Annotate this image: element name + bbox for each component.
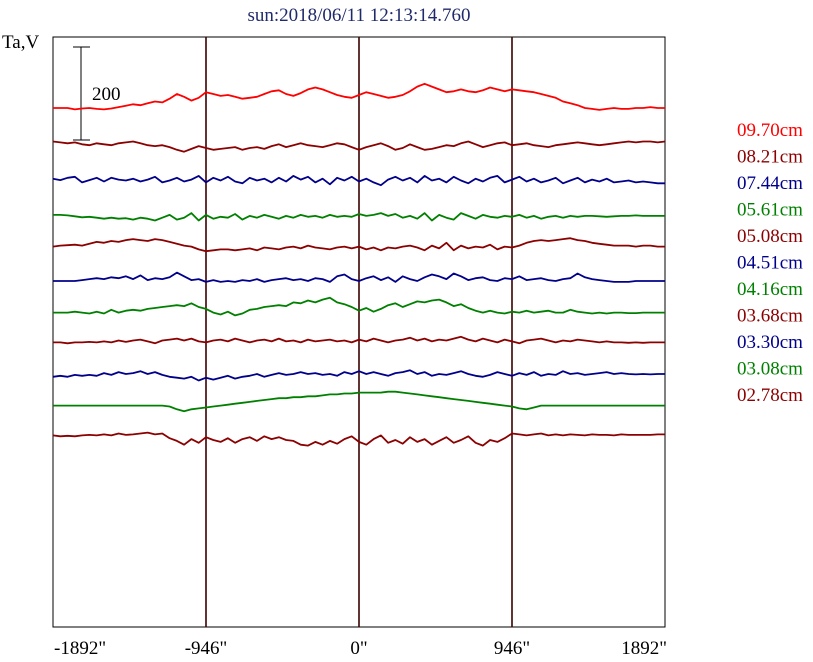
scale-bar-label: 200 (92, 84, 121, 105)
x-tick-label-0: -1892" (54, 638, 106, 659)
legend-item-3: 05.61cm (737, 200, 803, 221)
chart-title: sun:2018/06/11 12:13:14.760 (247, 5, 470, 26)
series-line-05.61cm (53, 212, 665, 222)
series-line-07.44cm (52, 174, 665, 187)
series-line-08.21cm (52, 140, 666, 153)
legend-item-7: 03.68cm (737, 306, 803, 327)
y-axis-label: Ta,V (2, 32, 39, 53)
legend-item-2: 07.44cm (737, 173, 803, 194)
legend-item-1: 08.21cm (737, 147, 803, 168)
x-tick-label-3: 946" (494, 638, 530, 659)
series-line-05.08cm (52, 237, 665, 253)
series-line-03.08cm (53, 390, 665, 413)
x-tick-label-4: 1892" (621, 638, 667, 659)
legend-item-8: 03.30cm (737, 332, 803, 353)
series-line-03.68cm (53, 335, 665, 345)
legend-item-0: 09.70cm (737, 120, 803, 141)
legend-item-9: 03.08cm (737, 359, 803, 380)
series-line-02.78cm (52, 431, 665, 447)
legend-item-4: 05.08cm (737, 226, 803, 247)
series-line-04.16cm (53, 296, 665, 317)
series-line-04.51cm (53, 271, 665, 283)
series-line-09.70cm (53, 82, 665, 111)
legend-item-10: 02.78cm (737, 385, 803, 406)
x-tick-label-1: -946" (185, 638, 228, 659)
scale-bar (73, 46, 90, 141)
x-tick-label-2: 0" (350, 638, 367, 659)
series-line-03.30cm (52, 369, 665, 382)
legend-item-5: 04.51cm (737, 253, 803, 274)
legend-item-6: 04.16cm (737, 279, 803, 300)
